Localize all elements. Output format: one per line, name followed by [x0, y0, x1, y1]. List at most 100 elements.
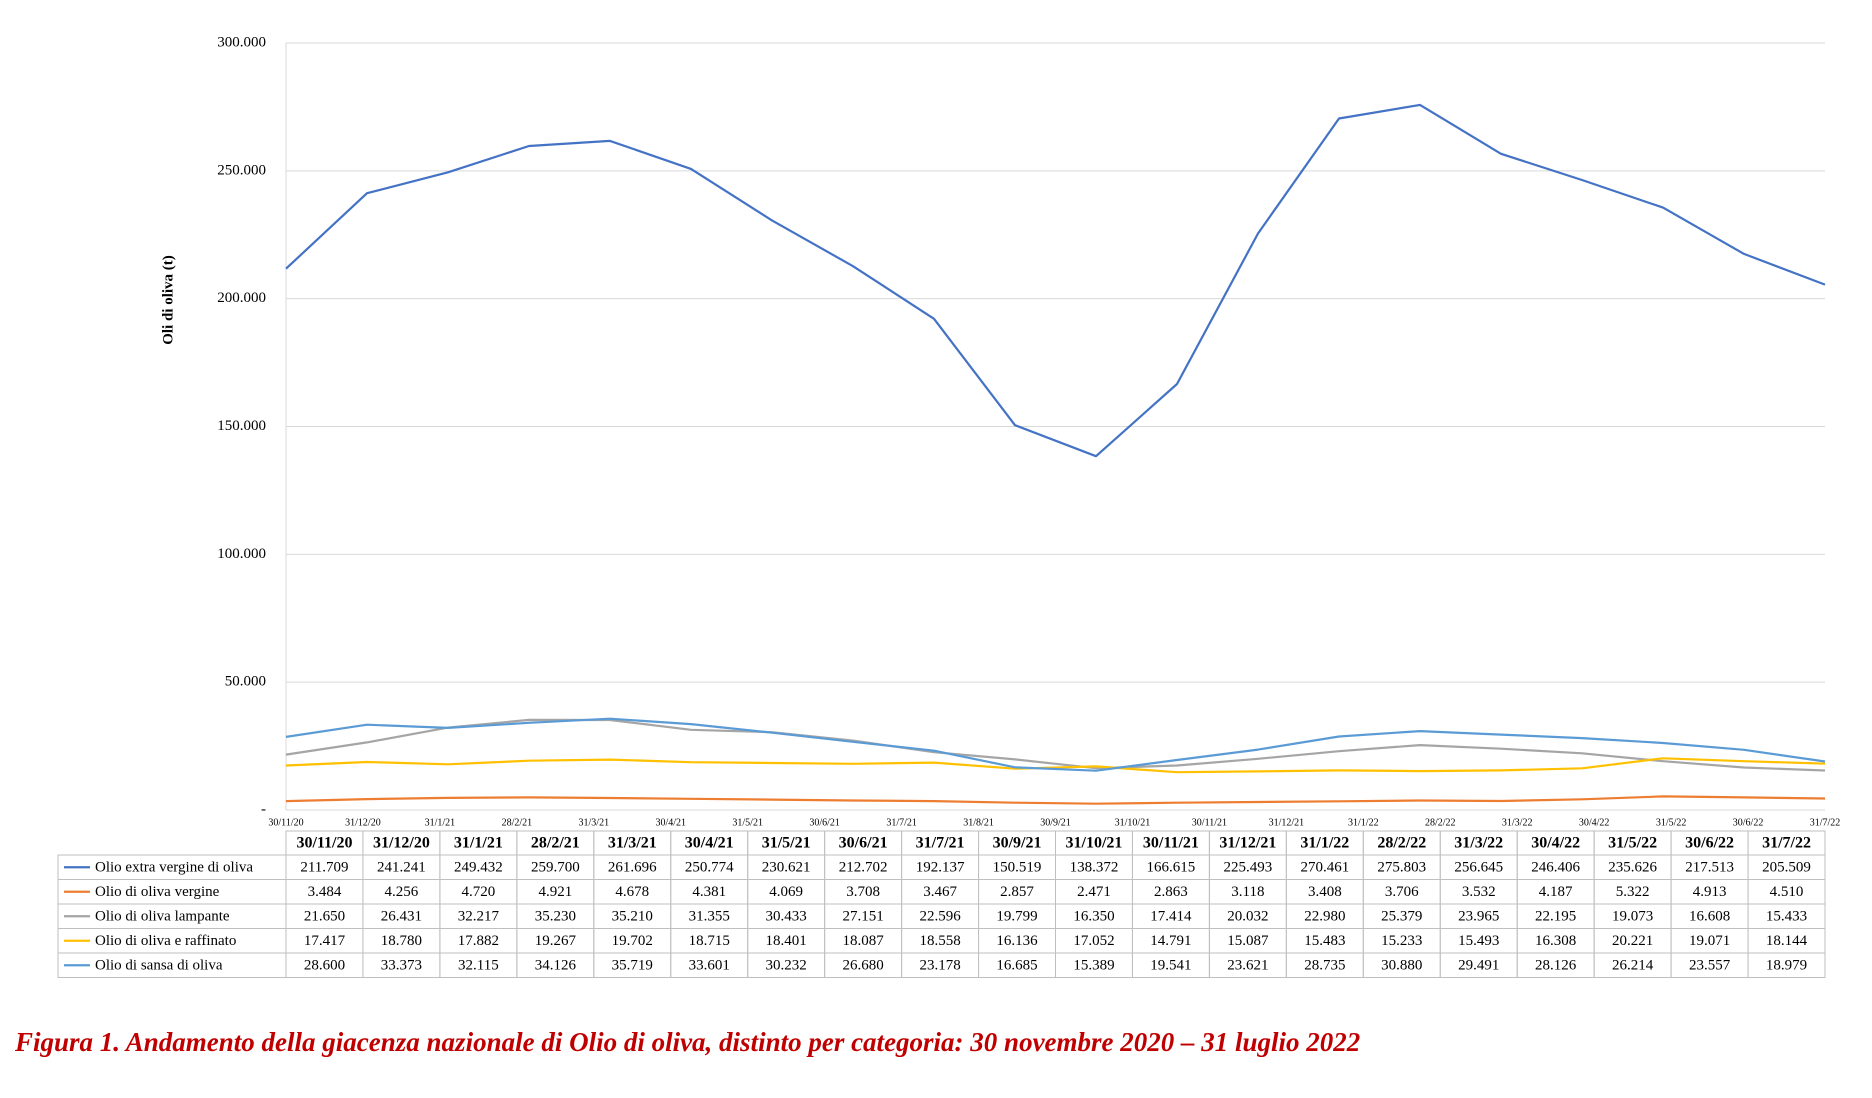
table-value: 166.615: [1147, 860, 1196, 876]
table-value: 249.432: [454, 860, 503, 876]
x-axis-label: 30/4/22: [1579, 817, 1610, 828]
table-value: 4.921: [538, 884, 572, 900]
table-value: 205.509: [1762, 860, 1811, 876]
table-header: 31/3/22: [1454, 835, 1503, 852]
table-header: 31/3/21: [608, 835, 657, 852]
table-value: 16.308: [1535, 933, 1576, 949]
table-value: 212.702: [839, 860, 888, 876]
table-value: 241.241: [377, 860, 426, 876]
x-axis-label: 31/8/21: [963, 817, 994, 828]
table-value: 28.126: [1535, 958, 1577, 974]
table-header: 31/7/22: [1762, 835, 1811, 852]
table-value: 20.032: [1227, 909, 1268, 925]
series-line: [285, 718, 1826, 772]
table-value: 33.373: [381, 958, 422, 974]
x-axis-label: 31/1/22: [1348, 817, 1379, 828]
y-tick-label: -: [261, 801, 266, 817]
table-value: 250.774: [685, 860, 734, 876]
table-value: 18.401: [766, 933, 807, 949]
table-value: 3.408: [1308, 884, 1342, 900]
table-value: 23.621: [1227, 958, 1268, 974]
x-axis-label: 31/7/21: [886, 817, 917, 828]
legend-label: Olio di sansa di oliva: [95, 958, 223, 974]
table-header: 30/4/21: [685, 835, 734, 852]
table-value: 4.510: [1770, 884, 1804, 900]
table-value: 18.144: [1766, 933, 1808, 949]
table-value: 16.350: [1073, 909, 1114, 925]
table-value: 259.700: [531, 860, 580, 876]
x-axis-label: 31/12/21: [1269, 817, 1305, 828]
table-value: 21.650: [304, 909, 345, 925]
x-axis-label: 30/6/21: [809, 817, 840, 828]
table-value: 4.678: [615, 884, 649, 900]
table-value: 3.708: [846, 884, 880, 900]
y-tick-label: 50.000: [225, 674, 266, 690]
table-value: 19.799: [996, 909, 1037, 925]
table-value: 15.483: [1304, 933, 1345, 949]
table-value: 18.780: [381, 933, 422, 949]
y-tick-label: 100.000: [217, 546, 266, 562]
x-axis-label: 31/10/21: [1115, 817, 1151, 828]
table-header: 30/4/22: [1531, 835, 1580, 852]
table-value: 19.702: [612, 933, 653, 949]
table-value: 28.735: [1304, 958, 1345, 974]
series-line: [285, 103, 1826, 458]
table-value: 3.532: [1462, 884, 1496, 900]
table-value: 30.232: [766, 958, 807, 974]
table-value: 33.601: [689, 958, 730, 974]
x-axis-label: 30/6/22: [1733, 817, 1764, 828]
table-value: 18.979: [1766, 958, 1807, 974]
table-value: 32.115: [458, 958, 499, 974]
table-value: 19.541: [1150, 958, 1191, 974]
table-header: 28/2/21: [531, 835, 580, 852]
x-axis-label: 31/12/20: [345, 817, 381, 828]
table-value: 15.087: [1227, 933, 1269, 949]
table-value: 26.214: [1612, 958, 1654, 974]
table-header: 31/1/22: [1300, 835, 1349, 852]
x-axis-label: 30/4/21: [655, 817, 686, 828]
series-line: [285, 757, 1826, 774]
table-value: 3.484: [308, 884, 342, 900]
table-value: 35.210: [612, 909, 653, 925]
table-value: 2.471: [1077, 884, 1111, 900]
table-value: 15.493: [1458, 933, 1499, 949]
legend-label: Olio di oliva vergine: [95, 884, 220, 900]
table-header: 31/12/21: [1219, 835, 1276, 852]
table-value: 30.433: [766, 909, 807, 925]
table-cell: [1747, 952, 1826, 978]
table-value: 26.680: [843, 958, 884, 974]
table-value: 28.600: [304, 958, 345, 974]
table-value: 35.719: [612, 958, 653, 974]
table-value: 22.596: [919, 909, 961, 925]
table-header: 31/1/21: [454, 835, 503, 852]
x-axis-label: 30/11/20: [268, 817, 303, 828]
table-value: 211.709: [300, 860, 348, 876]
table-value: 23.178: [919, 958, 960, 974]
table-value: 27.151: [843, 909, 884, 925]
table-header: 31/10/21: [1066, 835, 1123, 852]
x-axis-label: 31/1/21: [425, 817, 456, 828]
table-value: 5.322: [1616, 884, 1650, 900]
table-value: 3.118: [1231, 884, 1264, 900]
table-value: 16.608: [1689, 909, 1730, 925]
table-value: 16.685: [996, 958, 1037, 974]
table-value: 270.461: [1300, 860, 1349, 876]
table-value: 22.195: [1535, 909, 1576, 925]
table-value: 4.256: [385, 884, 419, 900]
table-header: 28/2/22: [1377, 835, 1426, 852]
table-value: 275.803: [1377, 860, 1426, 876]
table-value: 4.913: [1693, 884, 1727, 900]
y-tick-label: 250.000: [217, 162, 266, 178]
table-value: 16.136: [996, 933, 1038, 949]
table-value: 2.857: [1000, 884, 1034, 900]
table-header: 31/7/21: [916, 835, 965, 852]
table-value: 3.706: [1385, 884, 1419, 900]
table-header: 30/11/20: [296, 835, 352, 852]
table-value: 31.355: [689, 909, 730, 925]
x-axis-label: 28/2/22: [1425, 817, 1456, 828]
table-value: 26.431: [381, 909, 422, 925]
table-value: 4.720: [462, 884, 496, 900]
table-value: 235.626: [1608, 860, 1657, 876]
table-value: 20.221: [1612, 933, 1653, 949]
table-value: 3.467: [923, 884, 957, 900]
